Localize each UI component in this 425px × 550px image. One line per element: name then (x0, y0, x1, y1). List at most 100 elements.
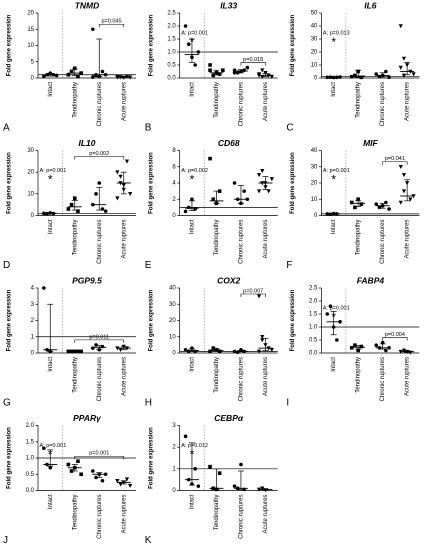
data-point (349, 200, 354, 205)
data-point (353, 73, 357, 78)
y-axis-label: Fold gene expression (148, 427, 154, 489)
y-tick-label: 20 (27, 170, 34, 176)
y-tick-label: 8 (172, 148, 176, 154)
x-tick-label: Acute ruptures (121, 357, 127, 396)
data-point (269, 177, 274, 182)
bracket-label: p=0.041 (385, 156, 405, 162)
y-tick-label: 2.0 (309, 299, 318, 305)
y-tick-label: 4 (172, 181, 176, 187)
data-point (353, 205, 357, 210)
significance-star: * (331, 173, 336, 187)
data-point (76, 459, 80, 464)
x-tick-label: Intact (48, 82, 54, 97)
x-tick-label: Acute ruptures (405, 357, 411, 396)
data-point (124, 477, 130, 482)
panel-title: FABP4 (357, 275, 385, 285)
y-tick-label: 2.5 (309, 286, 318, 292)
bracket-label: p=0.045 (101, 19, 121, 25)
data-point (411, 72, 416, 77)
significance-note: A: p=0.001 (40, 168, 67, 174)
x-tick-label: Chronic ruptures (380, 82, 386, 126)
x-tick-label: Tendinopathy (214, 82, 220, 118)
panel-letter: G (3, 398, 11, 409)
data-point (118, 174, 123, 179)
x-tick-label: Acute ruptures (263, 495, 269, 534)
data-point (186, 42, 191, 46)
significance-star: * (331, 35, 336, 49)
y-tick-label: 2 (172, 197, 176, 203)
panel-letter: A (3, 123, 10, 134)
data-point (245, 65, 250, 70)
significance-bracket (240, 293, 266, 297)
data-point (124, 159, 130, 164)
data-point (217, 189, 222, 193)
y-tick-label: 0 (314, 76, 318, 82)
data-point (190, 197, 194, 202)
significance-note: A: p=0.001 (181, 30, 208, 36)
data-point (232, 484, 237, 488)
data-point (42, 74, 46, 79)
y-tick-label: 0 (31, 76, 35, 82)
data-point (100, 69, 105, 74)
data-point (260, 169, 265, 174)
data-point (328, 304, 333, 309)
y-tick-label: 10 (311, 63, 318, 69)
significance-note: A: p=0.001 (323, 168, 350, 174)
data-point (76, 209, 80, 213)
data-point (91, 27, 95, 32)
panel-letter: J (3, 535, 8, 546)
x-tick-label: Chronic ruptures (239, 220, 245, 264)
y-tick-label: 50 (311, 11, 318, 17)
panel-letter: D (3, 260, 10, 271)
bracket-label: p=0.007 (243, 288, 263, 294)
significance-note: A: p=0.001 (323, 305, 350, 311)
significance-bracket (74, 156, 125, 160)
y-axis-label: Fold gene expression (7, 427, 13, 489)
x-tick-label: Tendinopathy (72, 495, 78, 531)
y-tick-label: 10 (27, 191, 34, 197)
bracket-label: p=0.011 (89, 334, 109, 340)
data-point (128, 483, 133, 488)
data-point (232, 71, 237, 75)
x-tick-label: Tendinopathy (356, 357, 362, 393)
y-tick-label: 0.0 (167, 76, 176, 82)
data-point (374, 343, 379, 348)
data-point (325, 312, 330, 316)
y-tick-label: 0 (172, 213, 176, 219)
data-point (128, 192, 133, 197)
data-point (260, 486, 265, 491)
y-tick-label: 0.0 (309, 351, 318, 357)
x-tick-label: Chronic ruptures (97, 495, 103, 539)
x-tick-label: Acute ruptures (405, 82, 411, 121)
y-tick-label: 0.5 (26, 472, 35, 478)
y-tick-label: 30 (27, 148, 34, 154)
y-tick-label: 20 (27, 11, 34, 17)
y-tick-label: 1.0 (309, 325, 318, 331)
y-tick-label: 20 (311, 50, 318, 56)
y-tick-label: 6 (172, 164, 176, 170)
y-axis-label: Fold gene expression (7, 289, 13, 351)
data-point (239, 462, 243, 467)
data-point (91, 469, 95, 473)
data-point (263, 71, 268, 76)
data-point (269, 347, 274, 353)
data-point (401, 348, 407, 353)
x-tick-label: Intact (331, 219, 337, 234)
data-point (183, 209, 188, 214)
y-tick-label: 1.5 (26, 439, 35, 445)
data-point (356, 348, 360, 353)
bracket-label: p=0.002 (89, 151, 109, 157)
y-tick-label: 1.0 (26, 456, 35, 462)
x-tick-label: Intact (48, 357, 54, 372)
x-tick-label: Intact (48, 494, 54, 509)
data-point (359, 75, 364, 80)
x-tick-label: Chronic ruptures (239, 82, 245, 126)
data-point (208, 68, 212, 72)
y-tick-label: 10 (169, 334, 176, 340)
significance-note: A: p=0.013 (323, 30, 350, 36)
y-tick-label: 1.5 (309, 312, 318, 318)
data-point (359, 344, 364, 349)
y-tick-label: 5 (31, 59, 35, 65)
y-tick-label: 0.5 (309, 338, 318, 344)
data-point (211, 73, 216, 78)
